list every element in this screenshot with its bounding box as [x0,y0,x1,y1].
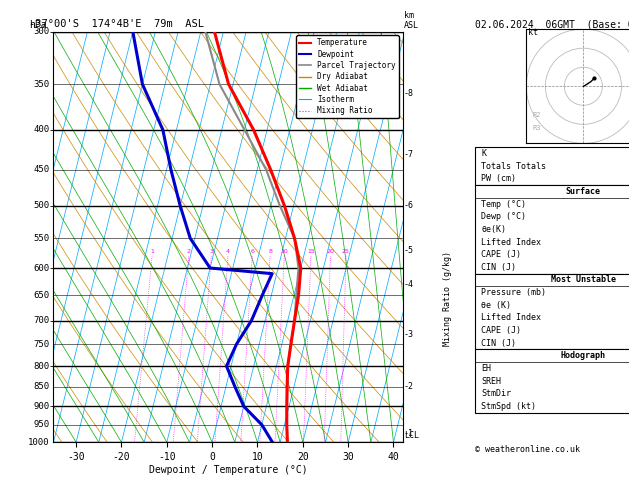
Text: 500: 500 [33,201,49,210]
Text: 450: 450 [33,165,49,174]
Text: 2: 2 [187,248,191,254]
Text: SREH: SREH [481,377,501,385]
Text: Mixing Ratio (g/kg): Mixing Ratio (g/kg) [443,251,452,346]
Text: Dewp (°C): Dewp (°C) [481,212,526,221]
Text: CAPE (J): CAPE (J) [481,250,521,259]
Text: 900: 900 [33,402,49,411]
Text: EH: EH [481,364,491,373]
Text: 600: 600 [33,263,49,273]
Legend: Temperature, Dewpoint, Parcel Trajectory, Dry Adiabat, Wet Adiabat, Isotherm, Mi: Temperature, Dewpoint, Parcel Trajectory… [296,35,399,118]
Text: -1: -1 [404,429,414,438]
Text: θe (K): θe (K) [481,301,511,310]
Text: CAPE (J): CAPE (J) [481,326,521,335]
Text: 750: 750 [33,340,49,348]
Text: 8: 8 [268,248,272,254]
Text: km
ASL: km ASL [404,11,420,30]
Text: Pressure (mb): Pressure (mb) [481,288,547,297]
Text: 3: 3 [209,248,213,254]
Text: Temp (°C): Temp (°C) [481,200,526,208]
Text: 20: 20 [326,248,335,254]
Text: Hodograph: Hodograph [561,351,606,360]
Text: -2: -2 [404,382,414,391]
Text: CIN (J): CIN (J) [481,263,516,272]
Text: 1: 1 [150,248,154,254]
Text: -6: -6 [404,201,414,210]
Text: PW (cm): PW (cm) [481,174,516,183]
Text: CIN (J): CIN (J) [481,339,516,347]
Text: K: K [481,149,486,158]
Text: R2: R2 [532,112,540,118]
Text: 400: 400 [33,125,49,134]
Text: Lifted Index: Lifted Index [481,313,542,322]
Text: 02.06.2024  06GMT  (Base: 06): 02.06.2024 06GMT (Base: 06) [475,19,629,29]
Text: 4: 4 [226,248,230,254]
Text: 700: 700 [33,316,49,325]
Text: 25: 25 [342,248,350,254]
Text: 350: 350 [33,80,49,88]
Text: LCL: LCL [404,431,419,440]
Text: StmSpd (kt): StmSpd (kt) [481,402,537,411]
Text: θe(K): θe(K) [481,225,506,234]
Text: -5: -5 [404,246,414,255]
Text: -7: -7 [404,150,414,159]
Text: StmDir: StmDir [481,389,511,398]
Text: hPa: hPa [29,19,47,30]
Text: kt: kt [528,28,538,37]
Text: Most Unstable: Most Unstable [551,276,616,284]
Text: -37°00'S  174°4B'E  79m  ASL: -37°00'S 174°4B'E 79m ASL [29,19,204,30]
Text: Totals Totals: Totals Totals [481,162,547,171]
X-axis label: Dewpoint / Temperature (°C): Dewpoint / Temperature (°C) [148,465,308,475]
Text: R3: R3 [532,125,540,131]
Text: -4: -4 [404,280,414,289]
Text: © weatheronline.co.uk: © weatheronline.co.uk [475,445,580,454]
Text: 950: 950 [33,420,49,429]
Text: 800: 800 [33,362,49,371]
Text: Surface: Surface [566,187,601,196]
Text: 6: 6 [250,248,254,254]
Text: Lifted Index: Lifted Index [481,238,542,246]
Text: -8: -8 [404,89,414,98]
Text: 1000: 1000 [28,438,49,447]
Text: 15: 15 [307,248,314,254]
Text: 550: 550 [33,234,49,243]
Text: 650: 650 [33,291,49,300]
Text: 10: 10 [281,248,288,254]
Text: 300: 300 [33,27,49,36]
Text: -3: -3 [404,330,414,339]
Text: 850: 850 [33,382,49,391]
